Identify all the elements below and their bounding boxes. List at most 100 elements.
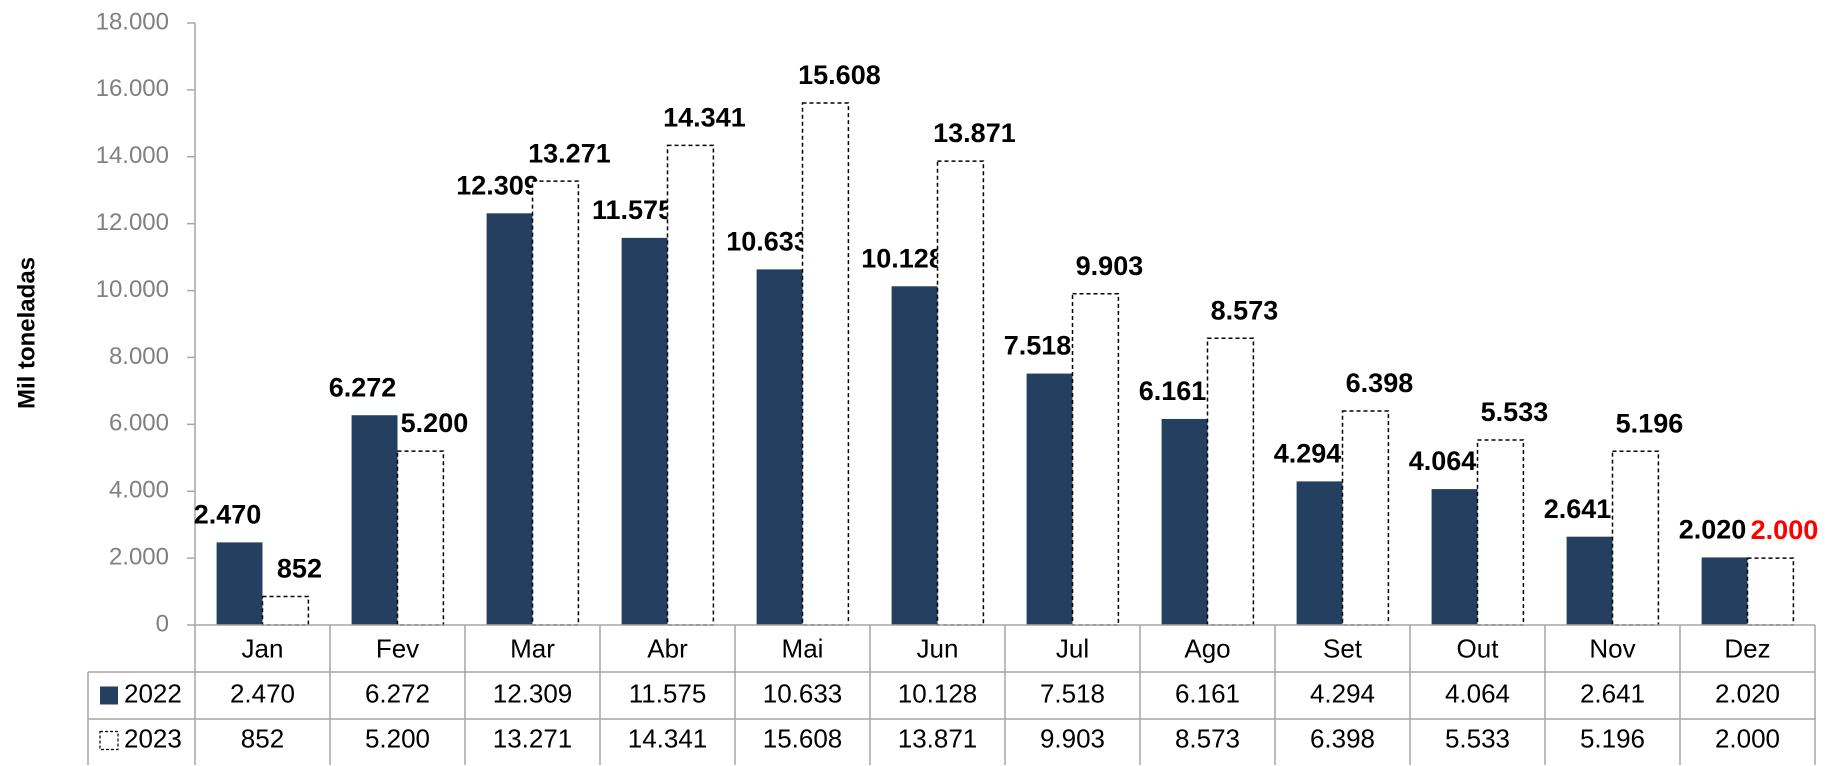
- table-value: 5.196: [1580, 723, 1645, 753]
- bar: [1566, 536, 1613, 625]
- legend-swatch: [99, 730, 119, 751]
- y-tick-label: 2.000: [109, 543, 169, 570]
- y-tick-label: 6.000: [109, 410, 169, 437]
- bar: [1071, 293, 1120, 626]
- table-value: 12.309: [493, 678, 573, 708]
- table-value: 15.608: [763, 723, 843, 753]
- x-tick-label: Out: [1457, 633, 1500, 663]
- bar: [1746, 557, 1795, 626]
- table-value: 4.294: [1310, 678, 1375, 708]
- bar: [216, 542, 263, 625]
- x-tick-label: Set: [1323, 633, 1363, 663]
- table-value: 5.533: [1445, 723, 1510, 753]
- legend-label: 2023: [124, 723, 182, 753]
- y-tick-label: 8.000: [109, 343, 169, 370]
- data-label: 6.272: [329, 372, 397, 402]
- data-label: 2.641: [1544, 494, 1612, 524]
- data-label: 2.470: [194, 500, 262, 530]
- table-value: 14.341: [628, 723, 708, 753]
- data-label: 12.309: [456, 170, 539, 200]
- table-value: 13.271: [493, 723, 573, 753]
- x-tick-label: Nov: [1589, 633, 1635, 663]
- data-label: 13.871: [933, 118, 1016, 148]
- bar: [531, 180, 580, 626]
- data-label: 6.398: [1346, 368, 1414, 398]
- bar: [756, 269, 803, 625]
- x-tick-label: Jan: [242, 633, 284, 663]
- bar: [396, 450, 445, 626]
- table-value: 9.903: [1040, 723, 1105, 753]
- table-value: 10.633: [763, 678, 843, 708]
- data-label: 10.633: [726, 227, 809, 257]
- data-label: 4.294: [1274, 439, 1342, 469]
- bar: [1476, 439, 1525, 626]
- x-tick-label: Ago: [1184, 633, 1230, 663]
- y-tick-label: 4.000: [109, 477, 169, 504]
- x-tick-label: Abr: [647, 633, 688, 663]
- x-tick-label: Jun: [917, 633, 959, 663]
- data-label: 852: [277, 554, 322, 584]
- bar: [1206, 337, 1255, 626]
- bar: [1611, 450, 1660, 626]
- y-axis-title: Mil toneladas: [13, 257, 40, 409]
- data-label: 15.608: [798, 60, 881, 90]
- x-tick-label: Dez: [1724, 633, 1770, 663]
- x-tick-label: Mar: [510, 633, 555, 663]
- bar: [801, 102, 850, 626]
- data-label: 6.161: [1139, 376, 1207, 406]
- y-tick-label: 14.000: [96, 142, 169, 169]
- table-value: 2.641: [1580, 678, 1645, 708]
- table-value: 10.128: [898, 678, 978, 708]
- bar: [1161, 418, 1208, 625]
- data-label: 5.196: [1616, 408, 1684, 438]
- bar: [351, 415, 398, 625]
- table-value: 7.518: [1040, 678, 1105, 708]
- table-value: 8.573: [1175, 723, 1240, 753]
- data-label: 2.020: [1679, 515, 1747, 545]
- table-value: 2.470: [230, 678, 295, 708]
- bar: [891, 286, 938, 625]
- table-value: 2.000: [1715, 723, 1780, 753]
- data-label: 2.000: [1751, 515, 1819, 545]
- data-label: 5.200: [401, 408, 469, 438]
- y-tick-label: 0: [156, 610, 169, 637]
- table-value: 11.575: [629, 678, 707, 708]
- table-value: 6.272: [365, 678, 430, 708]
- legend-label: 2022: [124, 678, 182, 708]
- bar: [1026, 373, 1073, 625]
- data-label: 14.341: [663, 102, 746, 132]
- bar: [1296, 481, 1343, 625]
- data-label: 5.533: [1481, 397, 1549, 427]
- bar: [261, 595, 310, 626]
- y-tick-label: 16.000: [96, 75, 169, 102]
- data-label: 4.064: [1409, 446, 1477, 476]
- table-value: 5.200: [365, 723, 430, 753]
- table-value: 6.161: [1175, 678, 1240, 708]
- data-label: 13.271: [528, 138, 611, 168]
- table-value: 13.871: [898, 723, 978, 753]
- data-label: 10.128: [861, 243, 944, 273]
- data-label: 11.575: [592, 195, 673, 225]
- bar: [936, 160, 985, 626]
- table-value: 2.020: [1715, 678, 1780, 708]
- table-value: 852: [241, 723, 284, 753]
- data-label: 7.518: [1004, 331, 1072, 361]
- x-tick-label: Jul: [1056, 633, 1089, 663]
- bar: [1431, 489, 1478, 625]
- x-tick-label: Mai: [782, 633, 824, 663]
- y-tick-label: 18.000: [96, 8, 169, 35]
- bar: [1341, 410, 1390, 626]
- bar: [621, 237, 668, 625]
- x-tick-label: Fev: [376, 633, 419, 663]
- bar: [666, 144, 715, 626]
- table-value: 6.398: [1310, 723, 1375, 753]
- y-tick-label: 10.000: [96, 276, 169, 303]
- bar: [1701, 557, 1748, 625]
- table-value: 4.064: [1445, 678, 1510, 708]
- data-label: 8.573: [1211, 295, 1279, 325]
- y-tick-label: 12.000: [96, 209, 169, 236]
- bar: [486, 213, 533, 625]
- legend-swatch: [100, 686, 118, 705]
- data-label: 9.903: [1076, 251, 1144, 281]
